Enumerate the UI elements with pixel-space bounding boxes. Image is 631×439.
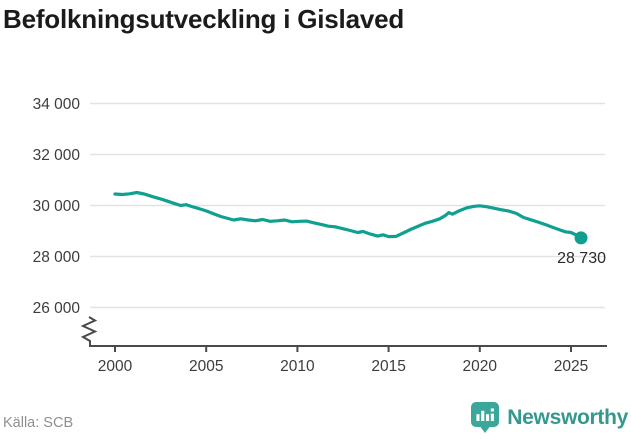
newsworthy-wordmark: Newsworthy [507,405,628,429]
population-line [113,190,583,240]
source-credit: Källa: SCB [3,415,74,431]
latest-value-marker [574,231,588,245]
y-axis-tick-label: 28 000 [33,249,81,266]
y-axis-tick-label: 26 000 [33,300,81,317]
chart-title: Befolkningsutveckling i Gislaved [3,4,405,34]
y-axis-break-icon [80,316,98,346]
latest-value-label: 28 730 [557,250,606,267]
x-axis-tick-label: 2020 [463,358,498,375]
y-axis-tick-label: 30 000 [33,198,81,215]
x-axis-tick-label: 2015 [371,358,405,375]
x-axis-tick-label: 2000 [98,358,133,375]
x-axis-tick-label: 2010 [280,358,315,375]
newsworthy-logo[interactable]: Newsworthy [470,401,628,434]
newsworthy-icon [470,401,500,434]
x-axis-tick-label: 2025 [554,358,588,375]
y-axis-tick-label: 32 000 [33,147,81,164]
y-axis-tick-label: 34 000 [33,96,81,113]
x-axis-tick-label: 2005 [189,358,223,375]
